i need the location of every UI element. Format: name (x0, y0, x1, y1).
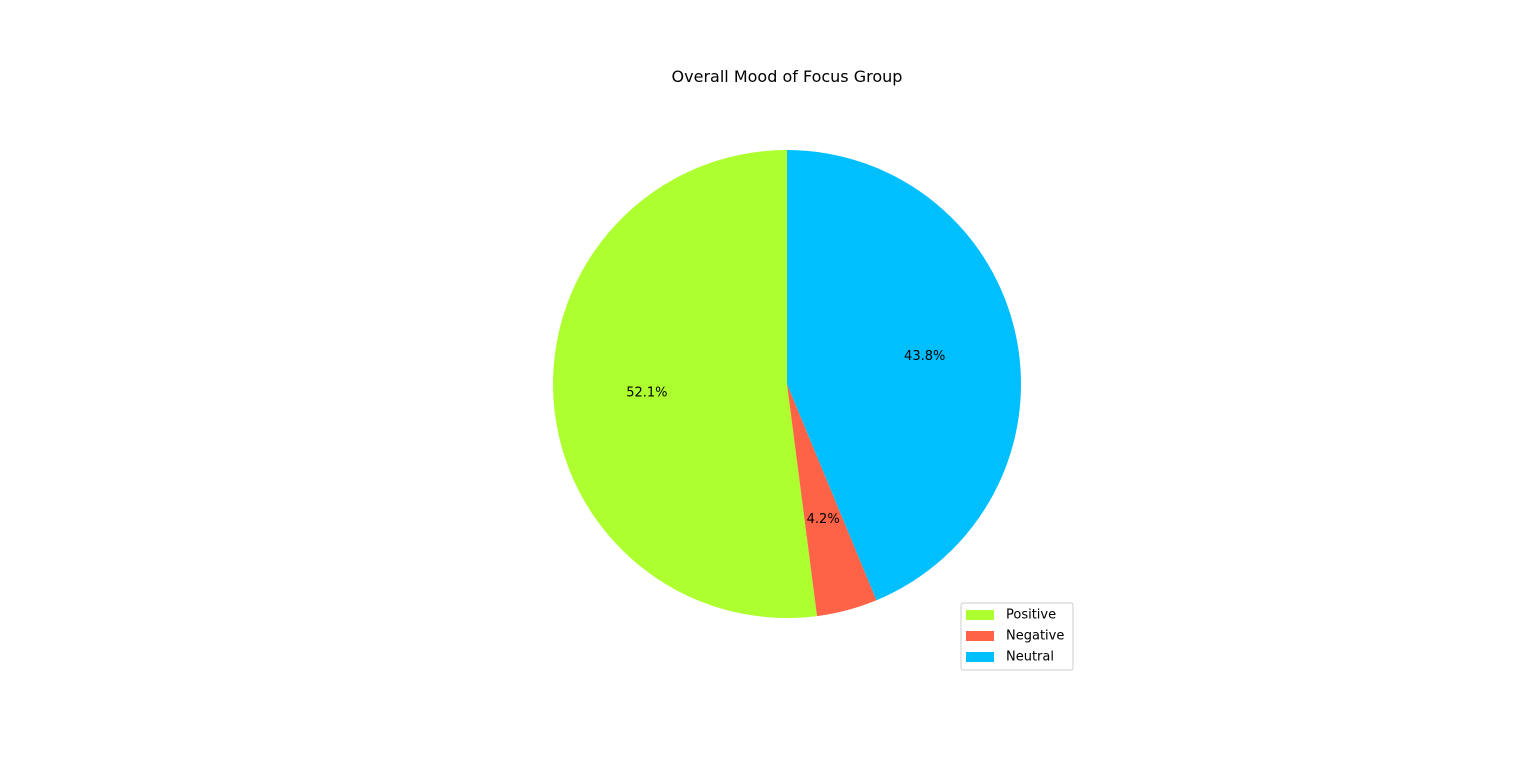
pie-slices (553, 150, 1022, 618)
legend-swatch-negative (966, 631, 994, 641)
legend-label-positive: Positive (1006, 608, 1056, 623)
chart-title: Overall Mood of Focus Group (672, 67, 903, 86)
pie-label-positive: 52.1% (626, 386, 667, 401)
legend-swatch-neutral (966, 652, 994, 662)
pie-slice-neutral (787, 150, 1022, 601)
legend-label-neutral: Neutral (1006, 650, 1054, 665)
pie-label-negative: 4.2% (807, 512, 840, 527)
legend: Positive Negative Neutral (960, 602, 1074, 671)
legend-label-negative: Negative (1006, 629, 1064, 644)
pie-slice-positive (553, 150, 818, 618)
pie-slice-negative (787, 384, 877, 617)
pie-label-neutral: 43.8% (904, 349, 945, 364)
legend-swatch-positive (966, 610, 994, 620)
pie-percent-labels: 52.1% 4.2% 43.8% (626, 349, 945, 527)
